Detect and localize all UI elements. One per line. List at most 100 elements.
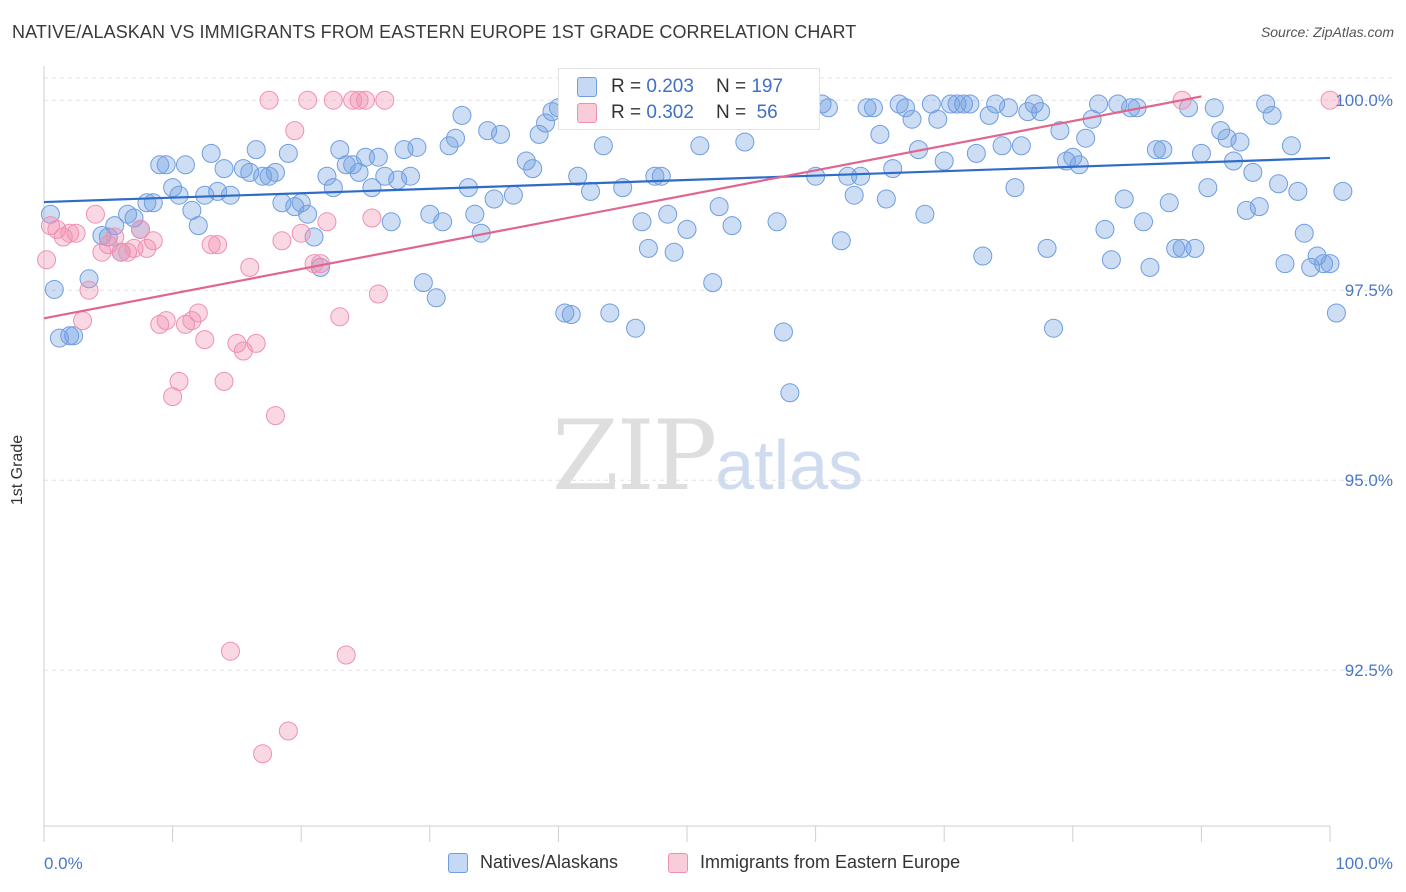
immigrant-point [143, 231, 163, 251]
r-label: R = [611, 102, 642, 123]
immigrant-point [368, 284, 388, 304]
natives-swatch [577, 77, 597, 97]
native-point [265, 162, 285, 182]
immigrant-point [375, 90, 395, 110]
immigrants-trend-line [43, 95, 1202, 320]
native-point [992, 136, 1012, 156]
native-point [150, 155, 170, 175]
native-point [986, 94, 1006, 114]
native-point [523, 159, 543, 179]
n-label: N = [715, 76, 747, 97]
native-point [773, 322, 793, 342]
n-value: 56 [756, 102, 778, 123]
native-point [851, 166, 871, 186]
r-value: 0.203 [646, 76, 694, 97]
native-point [1011, 136, 1031, 156]
native-point [966, 143, 986, 163]
native-point [1211, 121, 1231, 141]
native-point [722, 216, 742, 236]
native-point [1314, 254, 1334, 274]
immigrant-point [195, 330, 215, 350]
legend-item-natives[interactable]: Natives/Alaskans [448, 852, 618, 873]
native-point [446, 128, 466, 148]
immigrant-point [169, 371, 189, 391]
immigrant-point [349, 90, 369, 110]
native-point [1044, 318, 1064, 338]
immigrant-point [259, 90, 279, 110]
native-point [298, 204, 318, 224]
native-point [1024, 94, 1044, 114]
immigrant-point [356, 90, 375, 110]
native-point [503, 185, 523, 205]
n-label: N = [715, 102, 747, 123]
immigrant-point [317, 212, 337, 232]
stats-row-natives: R = 0.203 N = 197 [577, 75, 783, 99]
native-point [973, 246, 993, 266]
r-label: R = [611, 76, 642, 97]
legend-label-immigrants: Immigrants from Eastern Europe [700, 852, 961, 872]
native-point [105, 216, 125, 236]
native-point [1198, 178, 1218, 198]
y-tick-label: 95.0% [1345, 471, 1393, 490]
immigrants-legend-swatch [668, 852, 688, 873]
immigrant-point [201, 235, 221, 255]
native-point [304, 227, 324, 247]
immigrant-point [227, 333, 247, 353]
native-point [1281, 136, 1301, 156]
native-point [44, 279, 64, 299]
native-point [1243, 162, 1263, 182]
native-point [651, 166, 671, 186]
immigrant-point [130, 219, 150, 239]
immigrant-point [330, 307, 350, 327]
natives-legend-swatch [448, 852, 468, 873]
native-point [407, 137, 427, 157]
native-point [767, 212, 787, 232]
native-point [1262, 105, 1282, 125]
n-value: 197 [751, 76, 784, 97]
native-point [1275, 254, 1295, 274]
native-point [253, 166, 273, 186]
native-point [555, 303, 575, 323]
native-point [1134, 212, 1154, 232]
native-point [201, 143, 221, 163]
watermark-zip: ZIP [552, 400, 717, 512]
y-tick-label: 92.5% [1345, 661, 1393, 680]
legend-item-immigrants[interactable]: Immigrants from Eastern Europe [668, 852, 960, 873]
stats-legend: R = 0.203 N = 197 R = 0.302 N = 56 [558, 68, 820, 130]
native-point [857, 98, 877, 118]
immigrant-point [66, 223, 86, 243]
immigrant-point [73, 311, 93, 331]
native-point [478, 121, 498, 141]
bottom-legend: Natives/Alaskans Immigrants from Eastern… [0, 852, 1406, 878]
native-point [1101, 250, 1121, 270]
native-point [439, 136, 459, 156]
native-point [1166, 238, 1186, 258]
native-point [876, 189, 896, 209]
native-point [1076, 128, 1096, 148]
immigrant-point [47, 219, 67, 239]
native-point [368, 147, 388, 167]
axes [43, 66, 1331, 842]
watermark: ZIPatlas [552, 400, 863, 512]
native-point [928, 109, 948, 129]
native-point [1114, 189, 1134, 209]
native-point [1269, 174, 1289, 194]
immigrant-point [214, 371, 234, 391]
native-point [626, 318, 646, 338]
immigrant-point [1320, 90, 1340, 110]
native-point [381, 212, 401, 232]
x-tick-label: 100.0% [1335, 854, 1393, 873]
native-point [1031, 102, 1051, 122]
native-point [735, 132, 755, 152]
native-point [317, 166, 337, 186]
native-point [1037, 238, 1057, 258]
immigrant-point [111, 242, 131, 262]
native-point [1230, 132, 1250, 152]
native-point [64, 326, 84, 346]
legend-label-natives: Natives/Alaskans [480, 852, 619, 872]
native-point [934, 151, 954, 171]
native-point [1191, 143, 1211, 163]
native-point [953, 94, 973, 114]
native-point [124, 208, 144, 228]
